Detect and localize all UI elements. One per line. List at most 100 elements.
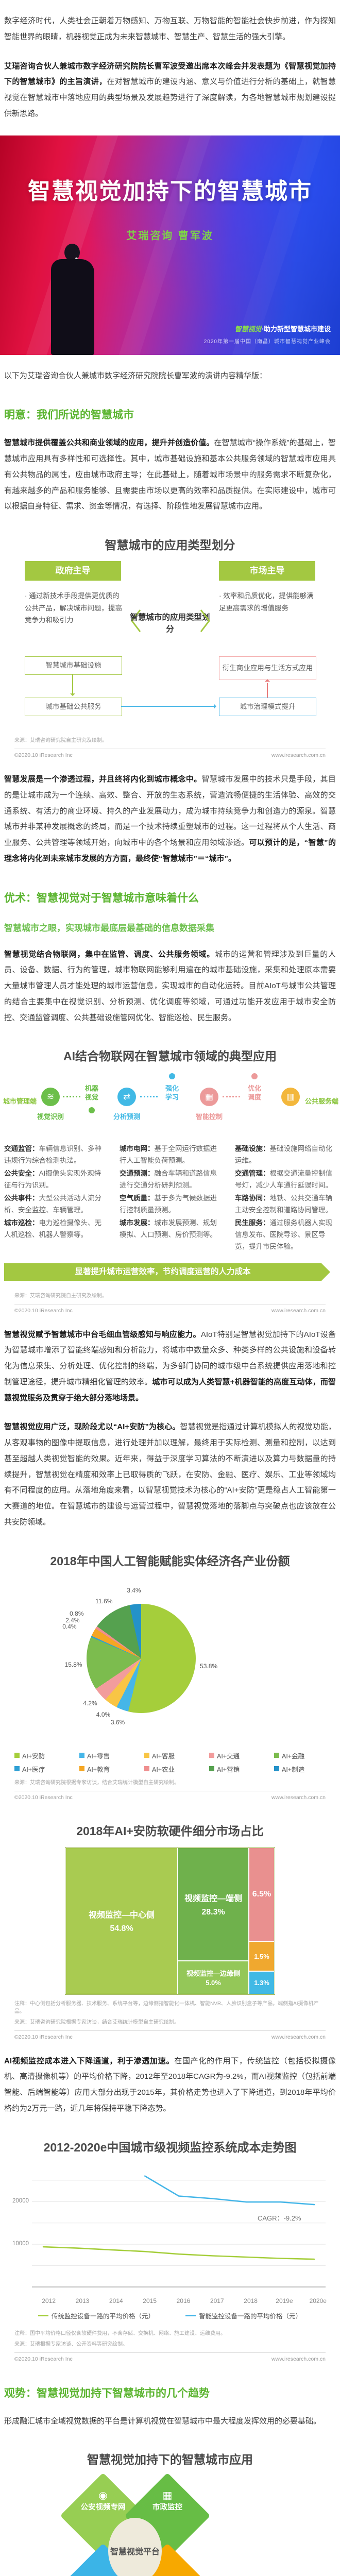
iresearch-link[interactable]: www.iresearch.com.cn (271, 1307, 326, 1314)
pie-value-label: 11.6% (95, 1598, 113, 1605)
endpoint-public-service: 公共服务端 (305, 1097, 339, 1106)
legend-item: 智能监控设备一路的平均价格（元） (185, 2311, 302, 2320)
speaker-photo (49, 243, 98, 355)
dotted-connector (223, 1096, 240, 1098)
axis-tick-label: 2012 (42, 2297, 56, 2304)
figure1-source: 来源：艾瑞咨询研究院自主研究及绘制。 (14, 738, 107, 743)
dotted-connector (140, 1096, 158, 1098)
flow-desc: 融合车辆和道路信息进行交通分析研判预测。 (120, 1170, 217, 1190)
iresearch-link[interactable]: www.iresearch.com.cn (271, 752, 326, 758)
legend-label: AI+医疗 (22, 1766, 45, 1773)
iresearch-link[interactable]: www.iresearch.com.cn (271, 1794, 326, 1801)
flow-term: 城市发展： (120, 1218, 155, 1227)
diamond-label-text: 市政监控 (152, 2503, 182, 2512)
legend-swatch (79, 1766, 84, 1772)
market-led-box: 市场主导 (219, 561, 315, 581)
aperture-icon: ◉ (98, 2490, 108, 2502)
axis-tick-label: 2014 (109, 2297, 123, 2304)
axis-tick-label: 10000 (12, 2240, 29, 2247)
figure2-source: 来源：艾瑞咨询研究院自主研究及绘制。 (14, 1293, 107, 1299)
sec1-paragraph-2: 智慧发展是一个渗透过程，并且终将内化到城市概念中。智慧城市发展中的技术只是手段，… (4, 772, 336, 867)
green-dot (89, 1107, 95, 1114)
flow-term: 城市巡检： (4, 1218, 39, 1227)
grid-icon: ▦ (205, 1092, 214, 1102)
flow-item: 公共安全：AI摄像头实现外观特征与行为识别。 (4, 1168, 105, 1192)
pie-value-label: 3.6% (110, 1718, 125, 1726)
box-public-service: 城市基础公共服务 (25, 698, 122, 716)
sec1-p2-bold: 智慧发展是一个渗透过程，并且终将内化到城市概念中。 (4, 775, 202, 784)
treemap-block: 6.5% (249, 1847, 275, 1942)
axis-tick-label: 2018 (244, 2297, 258, 2304)
control-node: ▦ (200, 1088, 218, 1107)
speaker-body (51, 259, 94, 355)
sec2-paragraph-4: AI视频监控成本进入下降通道，利于渗透加速。在国产化的作用下，传统监控（包括模拟… (4, 2054, 336, 2117)
flow-item: 空气质量：基于多为气候数据进行控制质量预测。 (120, 1193, 220, 1216)
section-heading-3: 观势：智慧视觉加持下智慧城市的几个趋势 (4, 2387, 210, 2399)
figure-pie-chart: 2018年中国人工智能赋能实体经济各产业份额 53.8% 3.6% 4.0% 4.2%… (0, 1551, 340, 1801)
axis-tick-label: 2020e (309, 2297, 327, 2304)
legend-swatch (209, 1766, 214, 1772)
legend-swatch (209, 1753, 214, 1758)
line-source: 来源：艾瑞根据专家访谈、公开资料等研究绘制。 (14, 2341, 128, 2347)
legend-label: AI+客服 (152, 1752, 175, 1760)
analysis-node: ⇄ (117, 1088, 136, 1107)
legend-item: AI+教育 (79, 1764, 131, 1774)
legend-item: AI+客服 (144, 1751, 196, 1760)
treemap-block: 视频监控—端侧 28.3% (178, 1847, 249, 1961)
flow-desc: 根据交通流量控制信号灯，减少人车通行延误时间。 (235, 1170, 332, 1190)
legend-swatch (274, 1766, 279, 1772)
intro-rest: 在对智慧城市的建设内涵、意义与价值进行分析的基础上，就智慧视觉在智慧城市中落地应… (4, 77, 336, 118)
diamond-diagram: ◉公安视频专网 ▦市政监控 ⁂重点地区 ▯移动终端 智慧视觉平台 (0, 2472, 340, 2576)
flow-term: 交通预测： (120, 1170, 155, 1178)
endpoint-city-management: 城市管理端 (3, 1097, 37, 1106)
axis-tick-label: 2017 (210, 2297, 224, 2304)
flow-item: 民生服务：通过服务机器人实现信息发布、医院导诊、景区导览，提升市民体验。 (235, 1217, 336, 1253)
iresearch-link[interactable]: www.iresearch.com.cn (271, 2355, 326, 2362)
flow-term: 基础设施： (235, 1145, 270, 1153)
iresearch-footer: ©2020.10 iResearch Inc www.iresearch.com.… (14, 2030, 326, 2040)
sec2-p4-bold: AI视频监控成本进入下降通道，利于渗透加速。 (4, 2056, 175, 2065)
legend-item: AI+制造 (274, 1764, 326, 1774)
pie-value-label: 4.2% (83, 1699, 97, 1707)
stage-scheduling: 优化调度 (247, 1084, 261, 1101)
banner-title: 智慧视觉加持下的智慧城市 (28, 178, 312, 204)
legend-label: AI+农业 (152, 1766, 175, 1773)
pie-disc (87, 1603, 196, 1713)
treemap-label: 视频监控—端侧 (184, 1894, 243, 1903)
flow-item: 车路协同：地铁、公共交通车辆主动安全控制和道路协同管理。 (235, 1193, 336, 1216)
treemap-source: 来源：艾瑞咨询研究院根据专家访谈，结合艾瑞统计模型自主研究绘制。 (14, 2019, 179, 2025)
sec1-p1-rest: 在智慧城市“操作系统”的基础上，智慧城市应用具有多样性和可选择性。其中，城市基础… (4, 438, 336, 511)
stage-reinforcement: 强化学习 (165, 1084, 179, 1101)
legend-label: AI+金融 (282, 1752, 305, 1760)
box-business-apps: 衍生商业应用与生活方式应用 (219, 656, 316, 680)
legend-swatch (274, 1753, 279, 1758)
figure1-flow: 智慧城市基础设施 衍生商业应用与生活方式应用 城市基础公共服务 城市治理模式提升 (0, 656, 340, 734)
figure1-title: 智慧城市的应用类型划分 (105, 538, 235, 552)
figure1-top: 政府主导 市场主导 · 通过新技术手段提供更优质的公共产品，解决城市问题，提高竞… (0, 561, 340, 656)
flow-item: 基础设施：基础设施网络自动化运维。 (235, 1143, 336, 1167)
banner-speaker-name: 艾瑞咨询 曹军波 (126, 230, 214, 242)
market-led-bullet-text: 效率和品质优化，提供能够满足更高需求的增值服务 (219, 592, 314, 612)
legend-swatch (144, 1753, 149, 1758)
benefit-arrow-banner: 显著提升城市运营效率，节约调度运营的人力成本 (4, 1263, 330, 1281)
figure-aiot-flow: AI结合物联网在智慧城市领域的典型应用 城市管理端 ≋ 视觉识别 机器视觉 ⇄ … (0, 1046, 340, 1313)
flow-term: 交通监管： (4, 1145, 39, 1153)
figure-treemap: 2018年AI+安防软硬件细分市场占比 视频监控—中心侧 54.8% 视频监控—端… (0, 1821, 340, 2040)
flow-item: 公共事件：大型公共活动人流分析、安全监控、车辆管理。 (4, 1193, 105, 1216)
line-xlabels: 2012 2013 2014 2015 2016 2017 2018 2019e 2020e (32, 2297, 335, 2304)
iresearch-footer: ©2020.10 iResearch Inc www.iresearch.com.… (14, 2352, 326, 2362)
flow-term: 公共事件： (4, 1194, 39, 1202)
pie-value-label: 53.8% (200, 1663, 218, 1670)
pie-legend: AI+安防 AI+零售 AI+客服 AI+交通 AI+金融 AI+医疗 AI+教育 AI+农业… (10, 1751, 330, 1774)
gov-led-bullet: · 通过新技术手段提供更优质的公共产品，解决城市问题，提高竞争力和吸引力 (25, 592, 122, 624)
stage-machine-vision: 机器视觉 (84, 1084, 98, 1101)
iresearch-link[interactable]: www.iresearch.com.cn (271, 2033, 326, 2040)
legend-swatch (14, 1753, 20, 1758)
banner-light-streak (232, 135, 324, 355)
treemap-block: 1.3% (249, 1971, 275, 1994)
legend-label: AI+营销 (217, 1766, 240, 1773)
pie-source: 来源：艾瑞咨询研究院根据专家访谈，结合艾瑞统计模型自主研究绘制。 (14, 1780, 179, 1786)
figure-app-types: 智慧城市的应用类型划分 政府主导 市场主导 · 通过新技术手段提供更优质的公共产… (0, 535, 340, 758)
treemap-label: 视频监控—中心侧 (89, 1911, 155, 1920)
